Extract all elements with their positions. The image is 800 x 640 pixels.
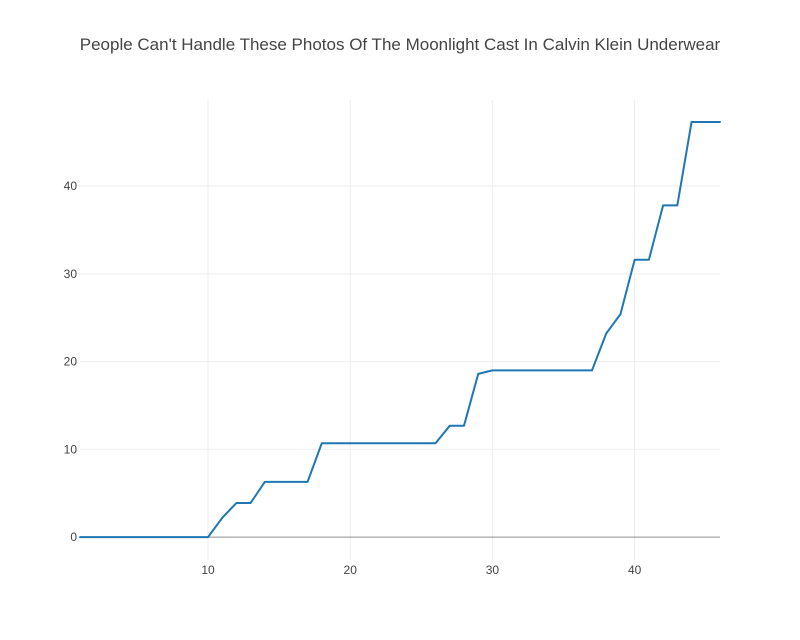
x-tick-label: 30 [486,563,500,577]
y-tick-label: 20 [64,355,78,369]
tick-labels: 10 20 30 40 0 10 20 30 40 [64,179,642,577]
y-tick-label: 0 [70,530,77,544]
y-tick-label: 40 [64,179,78,193]
series-line [79,120,721,539]
x-tick-label: 40 [628,563,642,577]
x-tick-label: 10 [201,563,215,577]
chart-title: People Can't Handle These Photos Of The … [80,35,721,54]
y-tick-label: 30 [64,267,78,281]
grid-lines [80,100,720,560]
x-tick-label: 20 [344,563,358,577]
y-tick-label: 10 [64,442,78,456]
series-layer [79,120,721,539]
